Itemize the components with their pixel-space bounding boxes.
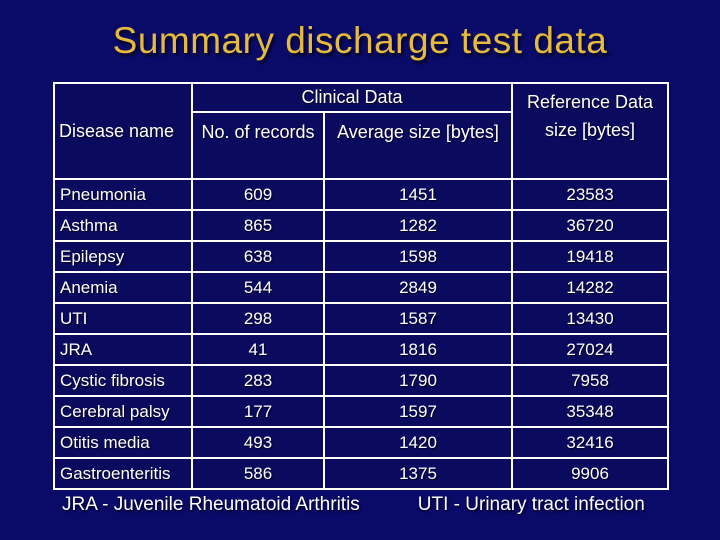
reference-size-cell: 19418 [511, 240, 670, 273]
table-row: JRA 41 1816 27024 [53, 333, 670, 366]
table-row: UTI 298 1587 13430 [53, 302, 670, 335]
table-row: Anemia 544 2849 14282 [53, 271, 670, 304]
disease-name-cell: Anemia [53, 271, 193, 304]
disease-name-cell: Pneumonia [53, 178, 193, 211]
average-size-cell: 1451 [322, 178, 514, 211]
records-cell: 298 [191, 302, 325, 335]
average-size-cell: 1816 [322, 333, 514, 366]
records-cell: 638 [191, 240, 325, 273]
average-size-cell: 1420 [322, 426, 514, 459]
table-row: Pneumonia 609 1451 23583 [53, 178, 670, 211]
records-cell: 41 [191, 333, 325, 366]
table-row: Cystic fibrosis 283 1790 7958 [53, 364, 670, 397]
average-size-cell: 1375 [322, 457, 514, 490]
reference-size-cell: 32416 [511, 426, 670, 459]
table-row: Epilepsy 638 1598 19418 [53, 240, 670, 273]
column-group-header-clinical-data: Clinical Data [190, 82, 514, 113]
records-cell: 586 [191, 457, 325, 490]
table-header-row-1: Disease name Clinical Data Reference Dat… [53, 82, 670, 180]
disease-name-cell: Cystic fibrosis [53, 364, 193, 397]
disease-name-cell: Gastroenteritis [53, 457, 193, 490]
page-title: Summary discharge test data [112, 20, 608, 61]
reference-data-label-line2: size [bytes] [544, 120, 636, 140]
table-row: Asthma 865 1282 36720 [53, 209, 670, 242]
records-cell: 493 [191, 426, 325, 459]
column-header-disease-name: Disease name [53, 82, 193, 180]
column-header-average-size: Average size [bytes] [322, 111, 514, 180]
reference-size-cell: 13430 [511, 302, 670, 335]
disease-name-cell: JRA [53, 333, 193, 366]
records-cell: 609 [191, 178, 325, 211]
table-row: Otitis media 493 1420 32416 [53, 426, 670, 459]
reference-size-cell: 14282 [511, 271, 670, 304]
records-cell: 544 [191, 271, 325, 304]
reference-size-cell: 27024 [511, 333, 670, 366]
records-cell: 283 [191, 364, 325, 397]
records-cell: 865 [191, 209, 325, 242]
table-row: Gastroenteritis 586 1375 9906 [53, 457, 670, 490]
reference-size-cell: 7958 [511, 364, 670, 397]
disease-name-cell: Epilepsy [53, 240, 193, 273]
footer-abbreviation-notes: JRA - Juvenile Rheumatoid Arthritis UTI … [62, 494, 645, 516]
reference-size-cell: 9906 [511, 457, 670, 490]
jra-abbreviation-note: JRA - Juvenile Rheumatoid Arthritis [62, 494, 360, 515]
table-header-row-2: No. of records Average size [bytes] [54, 111, 668, 180]
column-header-no-of-records: No. of records [191, 111, 325, 180]
disease-name-cell: UTI [53, 302, 193, 335]
reference-size-cell: 36720 [511, 209, 670, 242]
reference-data-label-line1: Reference Data [526, 92, 654, 112]
disease-name-cell: Otitis media [53, 426, 193, 459]
disease-name-cell: Cerebral palsy [53, 395, 193, 428]
reference-size-cell: 35348 [511, 395, 670, 428]
disease-name-cell: Asthma [53, 209, 193, 242]
average-size-cell: 2849 [322, 271, 514, 304]
average-size-cell: 1598 [322, 240, 514, 273]
average-size-cell: 1597 [322, 395, 514, 428]
discharge-data-table: Disease name Clinical Data Reference Dat… [53, 82, 670, 490]
average-size-cell: 1587 [322, 302, 514, 335]
average-size-cell: 1790 [322, 364, 514, 397]
table-row: Cerebral palsy 177 1597 35348 [53, 395, 670, 428]
records-cell: 177 [191, 395, 325, 428]
average-size-cell: 1282 [322, 209, 514, 242]
uti-abbreviation-note: UTI - Urinary tract infection [417, 494, 645, 515]
reference-size-cell: 23583 [511, 178, 670, 211]
column-header-reference-data: Reference Data size [bytes] [511, 82, 670, 180]
